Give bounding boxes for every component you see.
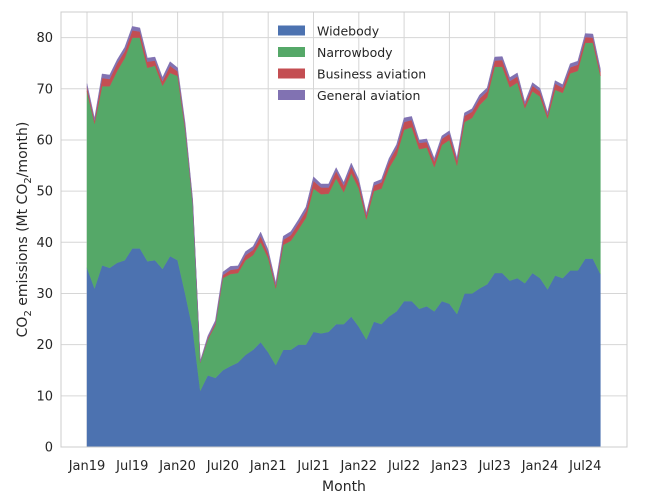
y-tick-label: 60 <box>36 133 53 148</box>
x-tick-label: Jan22 <box>340 459 378 474</box>
x-tick-label: Jul22 <box>387 459 420 474</box>
legend-swatch <box>278 90 305 100</box>
y-tick-label: 50 <box>36 185 53 200</box>
x-tick-label: Jan23 <box>430 459 468 474</box>
y-axis-label-part: 2 <box>23 177 34 183</box>
legend-label: Widebody <box>317 24 380 39</box>
y-tick-label: 10 <box>36 389 53 404</box>
legend-swatch <box>278 47 305 57</box>
x-axis-label: Month <box>322 479 366 495</box>
legend-swatch <box>278 25 305 36</box>
y-tick-label: 70 <box>36 82 53 97</box>
x-tick-label: Jul19 <box>115 459 148 474</box>
y-tick-label: 30 <box>36 287 53 302</box>
legend-label: General aviation <box>317 88 420 103</box>
x-tick-label: Jan19 <box>68 459 106 474</box>
legend-label: Narrowbody <box>317 45 393 60</box>
y-axis-label-part: emissions (Mt CO <box>15 184 31 311</box>
x-tick-label: Jul21 <box>296 459 329 474</box>
x-tick-label: Jul20 <box>206 459 239 474</box>
x-tick-label: Jul24 <box>568 459 601 474</box>
y-axis-label-part: 2 <box>23 310 34 316</box>
x-tick-label: Jan20 <box>158 459 196 474</box>
y-tick-label: 20 <box>36 338 53 353</box>
y-axis-ticks: 0 10 20 30 40 50 60 70 80 <box>36 31 53 455</box>
y-axis-label-part: /month) <box>15 122 31 178</box>
area-general-aviation <box>86 26 601 363</box>
x-axis-ticks: Jan19 Jul19 Jan20 Jul20 Jan21 Jul21 Jan22 Jul22… <box>68 459 602 474</box>
legend-swatch <box>278 68 305 79</box>
x-tick-label: Jan21 <box>249 459 287 474</box>
legend: Widebody Narrowbody Business aviation Gener… <box>278 24 426 103</box>
y-tick-label: 40 <box>36 236 53 251</box>
y-axis-label-part: CO <box>15 317 31 338</box>
plot-frame <box>60 11 628 448</box>
x-tick-label: Jan24 <box>521 459 559 474</box>
y-axis-label: CO2 emissions (Mt CO2/month) <box>15 122 34 338</box>
y-tick-label: 80 <box>36 31 53 46</box>
x-tick-label: Jul23 <box>478 459 511 474</box>
y-tick-label: 0 <box>45 441 53 456</box>
legend-label: Business aviation <box>317 67 426 82</box>
